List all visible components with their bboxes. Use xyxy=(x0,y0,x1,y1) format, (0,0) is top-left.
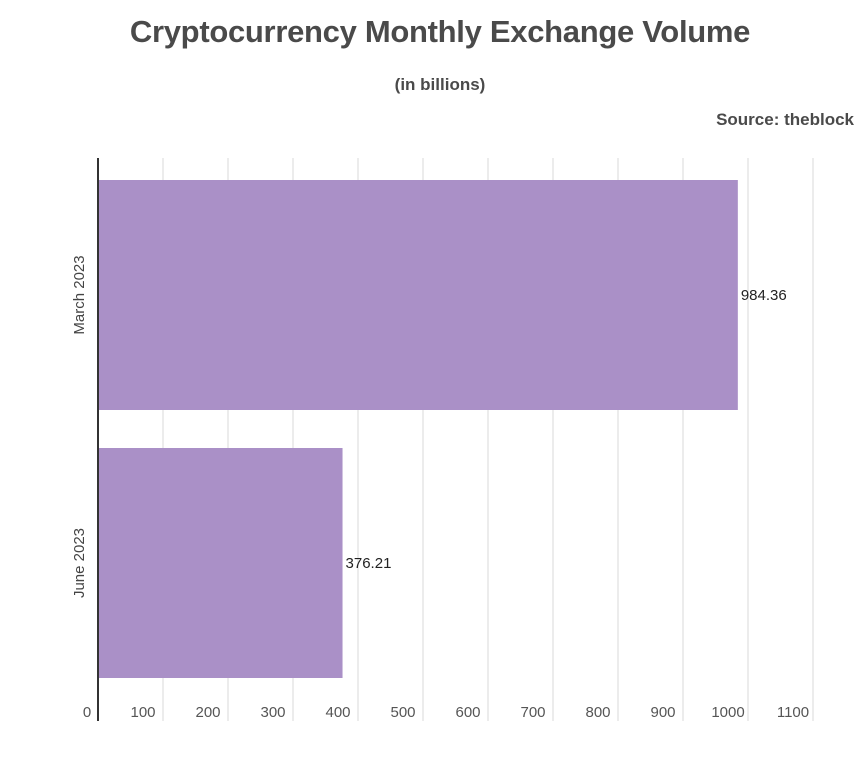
bars xyxy=(98,180,738,678)
x-tick-label: 300 xyxy=(260,704,285,721)
bar-march-2023 xyxy=(98,180,738,410)
x-tick-label: 500 xyxy=(390,704,415,721)
x-tick-label: 0 xyxy=(83,704,91,721)
category-label: March 2023 xyxy=(71,255,88,334)
chart-source: Source: theblock xyxy=(716,110,854,129)
x-tick-label: 1100 xyxy=(777,704,809,721)
x-tick-label: 700 xyxy=(520,704,545,721)
bar-june-2023 xyxy=(98,448,343,678)
chart-title: Cryptocurrency Monthly Exchange Volume xyxy=(129,14,751,49)
x-tick-label: 200 xyxy=(195,704,220,721)
category-label: June 2023 xyxy=(71,528,88,598)
x-tick-label: 100 xyxy=(130,704,155,721)
x-tick-label: 600 xyxy=(455,704,480,721)
x-tick-label: 800 xyxy=(585,704,610,721)
chart-subtitle: (in billions) xyxy=(394,75,486,94)
data-label: 984.36 xyxy=(741,287,787,304)
x-tick-label: 900 xyxy=(650,704,675,721)
x-tick-label: 400 xyxy=(325,704,350,721)
labels: 0 100 200 300 400 500 600 700 800 900 1000 1100 984.… xyxy=(71,255,809,721)
x-tick-label: 1000 xyxy=(711,704,744,721)
data-label: 376.21 xyxy=(346,555,392,572)
